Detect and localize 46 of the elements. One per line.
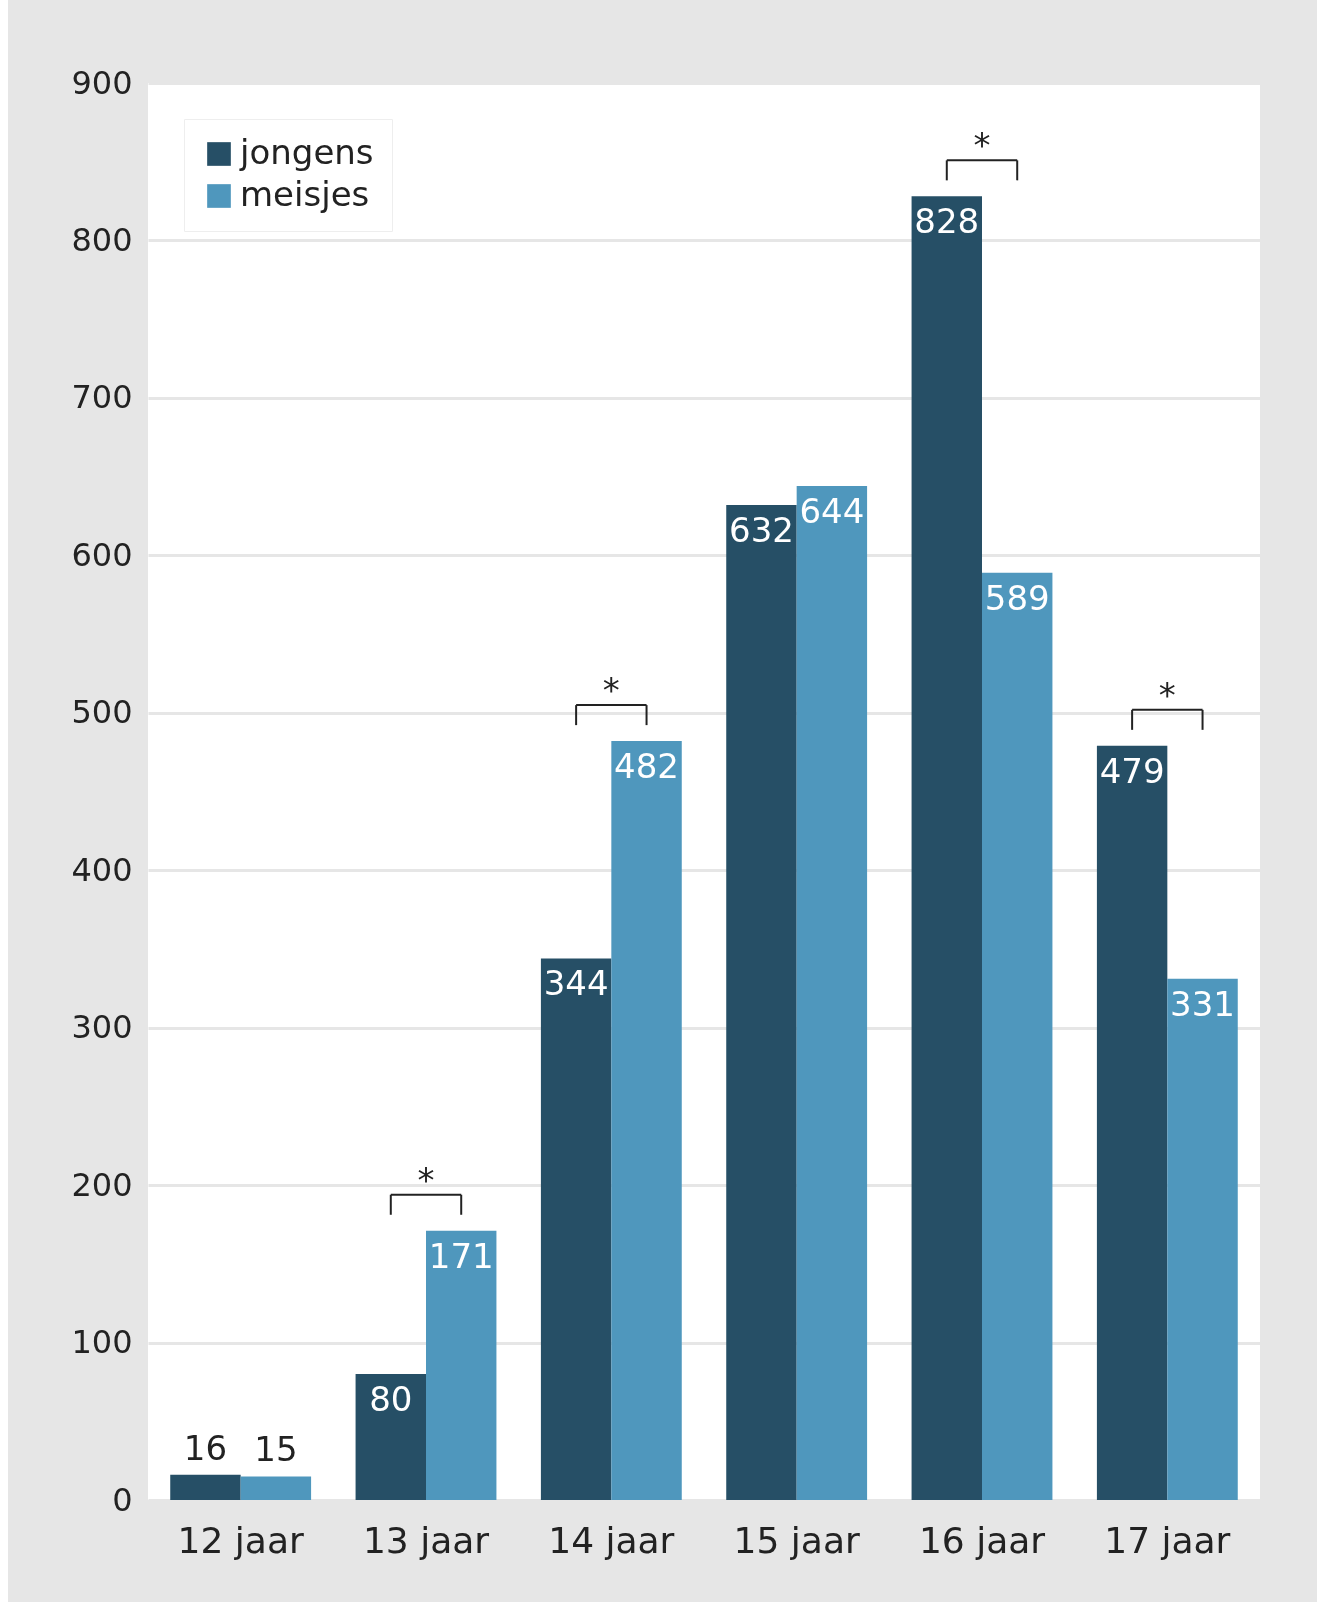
bar [796, 486, 868, 1500]
annotation: * [602, 670, 620, 711]
bar [355, 1374, 426, 1500]
data-label: 171 [428, 1235, 494, 1276]
annotation: * [1158, 674, 1176, 715]
bar [1096, 745, 1168, 1500]
data-label: 16 [183, 1427, 228, 1468]
legend-label: meisjes [240, 174, 370, 214]
legend-label: jongens [239, 132, 374, 172]
x-tick-label: 13 jaar [362, 1519, 490, 1561]
y-tick-label: 200 [71, 1165, 133, 1204]
y-tick-label: 300 [71, 1008, 133, 1047]
y-tick-label: 500 [71, 693, 133, 732]
bar [170, 1474, 241, 1500]
y-tick-label: 100 [71, 1323, 133, 1362]
data-label: 479 [1099, 750, 1165, 791]
data-label: 80 [369, 1379, 413, 1420]
data-label: 331 [1170, 983, 1235, 1024]
y-tick-label: 800 [71, 220, 133, 259]
x-tick-label: 17 jaar [1104, 1519, 1231, 1561]
bar [726, 504, 797, 1500]
y-tick-label: 700 [71, 378, 133, 417]
data-label: 644 [799, 491, 865, 532]
y-tick-label: 400 [71, 850, 133, 889]
y-tick-label: 600 [71, 535, 133, 574]
x-tick-label: 14 jaar [548, 1519, 675, 1561]
x-tick-label: 15 jaar [733, 1519, 860, 1561]
x-tick-label: 16 jaar [918, 1519, 1046, 1561]
x-tick-label: 12 jaar [177, 1519, 304, 1561]
annotation: * [417, 1159, 435, 1200]
bar [240, 1476, 312, 1500]
y-tick-label: 0 [112, 1480, 133, 1519]
data-label: 344 [543, 963, 609, 1004]
data-label: 632 [729, 509, 794, 550]
bar [911, 196, 982, 1500]
data-label: 828 [914, 201, 980, 242]
bar [540, 958, 612, 1500]
data-label: 15 [254, 1429, 298, 1470]
annotation: * [973, 125, 991, 166]
bar [426, 1230, 497, 1500]
data-label: 482 [614, 746, 679, 787]
bar [1167, 978, 1238, 1500]
data-label: 589 [984, 577, 1050, 618]
y-tick-label: 900 [71, 63, 133, 102]
bar [611, 741, 682, 1500]
bar [982, 572, 1053, 1500]
